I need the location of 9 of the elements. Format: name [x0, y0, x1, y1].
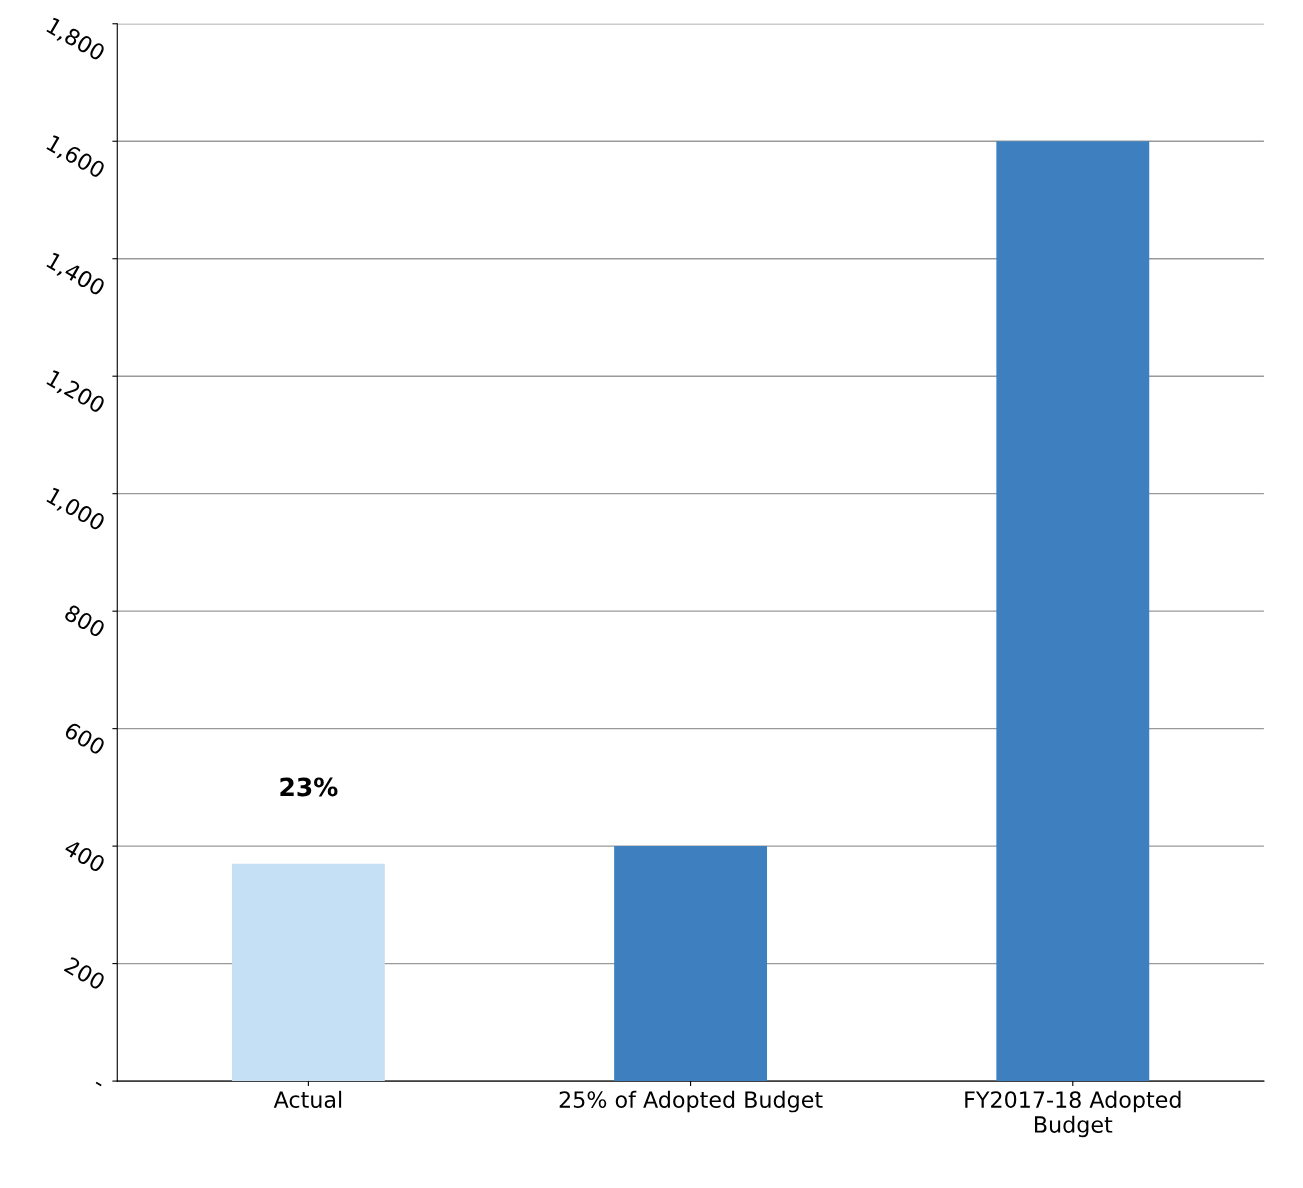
y-tick-label: -: [95, 1081, 102, 1087]
y-tick-label: 200: [63, 956, 107, 991]
y-tick-label: 400: [63, 838, 107, 874]
x-tick-label: 25% of Adopted Budget: [559, 1090, 823, 1113]
annotation: 23%: [280, 777, 338, 797]
y-tick-label: 800: [63, 603, 107, 639]
y-tick-label: 600: [63, 721, 107, 756]
x-tick-label: FY2017-18 Adopted Budget: [965, 1090, 1181, 1138]
x-tick-label: Actual: [273, 1090, 342, 1108]
